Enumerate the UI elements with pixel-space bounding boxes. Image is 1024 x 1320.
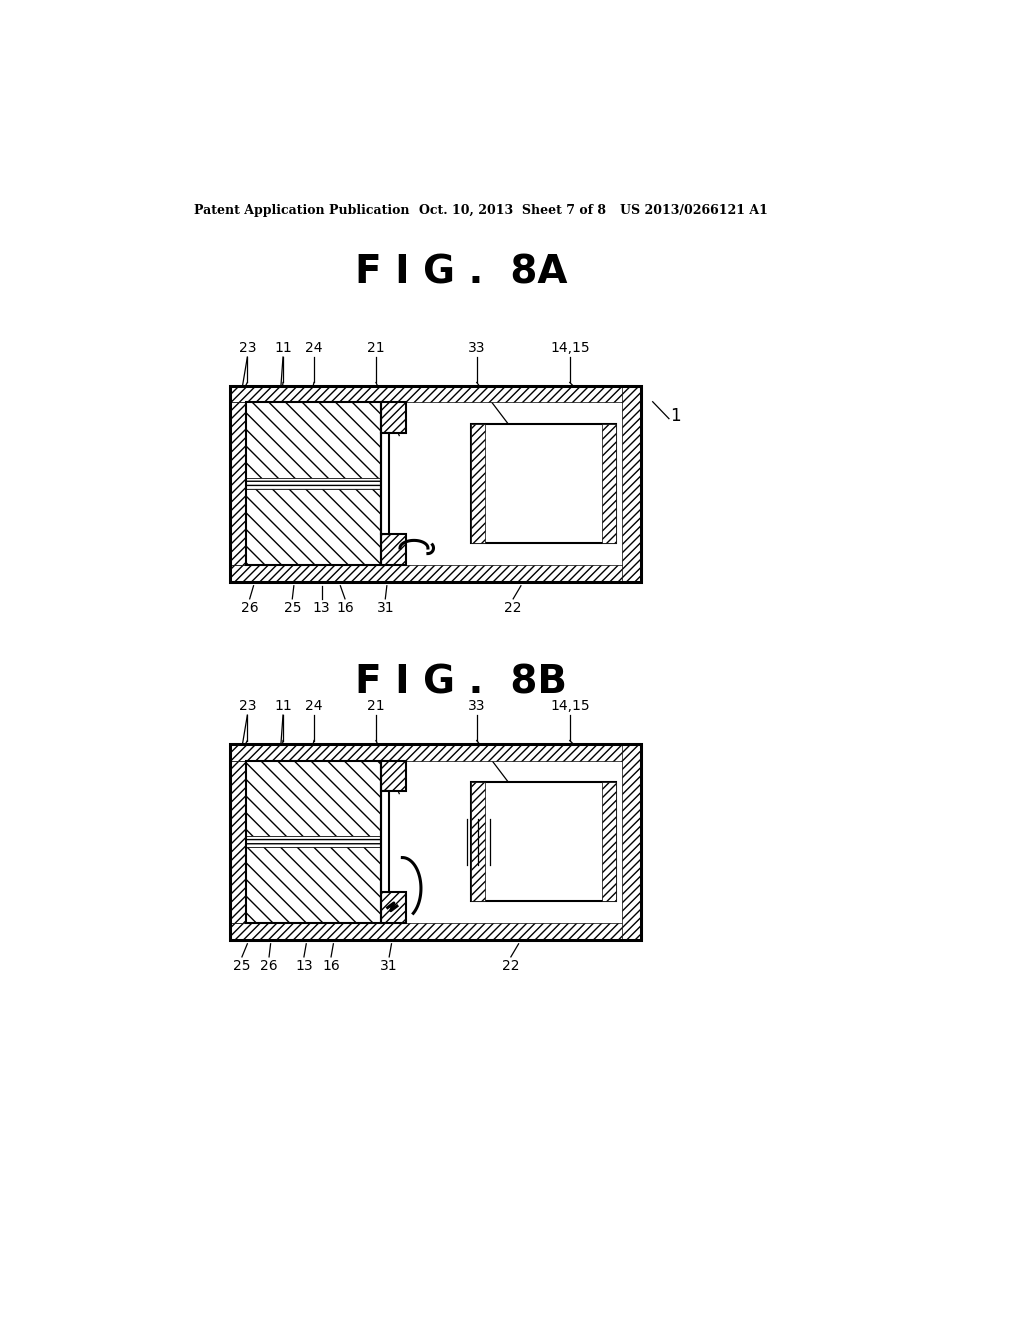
- Text: 31: 31: [377, 601, 394, 615]
- Bar: [381, 403, 407, 433]
- Text: US 2013/0266121 A1: US 2013/0266121 A1: [621, 205, 768, 218]
- Bar: [246, 837, 381, 847]
- Text: 26: 26: [241, 601, 258, 615]
- Bar: [230, 403, 246, 565]
- Text: 23: 23: [239, 341, 256, 355]
- Bar: [230, 565, 641, 582]
- Bar: [230, 385, 641, 403]
- Text: 11: 11: [274, 698, 292, 713]
- Bar: [246, 403, 381, 565]
- Text: Patent Application Publication: Patent Application Publication: [194, 205, 410, 218]
- Bar: [246, 403, 381, 478]
- Bar: [230, 743, 641, 940]
- Bar: [471, 781, 484, 902]
- Text: 21: 21: [368, 341, 385, 355]
- Text: 13: 13: [313, 601, 331, 615]
- Text: 23: 23: [239, 698, 256, 713]
- Bar: [602, 424, 616, 544]
- Bar: [471, 424, 616, 544]
- Bar: [246, 478, 381, 490]
- Text: F I G .  8B: F I G . 8B: [355, 663, 567, 701]
- Text: 24: 24: [305, 341, 323, 355]
- Text: 1: 1: [671, 408, 681, 425]
- Text: 22: 22: [502, 960, 519, 973]
- Text: 22: 22: [505, 601, 522, 615]
- Text: 25: 25: [284, 601, 301, 615]
- Text: 25: 25: [233, 960, 251, 973]
- Bar: [381, 792, 389, 892]
- Bar: [246, 847, 381, 923]
- Bar: [230, 743, 641, 760]
- Bar: [246, 760, 381, 923]
- Text: 33: 33: [468, 341, 485, 355]
- Bar: [471, 424, 484, 544]
- Bar: [246, 760, 381, 837]
- Text: 33: 33: [468, 698, 485, 713]
- Text: 16: 16: [323, 960, 340, 973]
- Text: 24: 24: [305, 698, 323, 713]
- Text: 21: 21: [368, 698, 385, 713]
- Text: Oct. 10, 2013  Sheet 7 of 8: Oct. 10, 2013 Sheet 7 of 8: [419, 205, 605, 218]
- Bar: [602, 781, 616, 902]
- Text: F I G .  8A: F I G . 8A: [355, 253, 567, 292]
- Bar: [471, 781, 616, 902]
- Bar: [623, 743, 641, 940]
- Bar: [230, 923, 641, 940]
- Text: 14,15: 14,15: [550, 341, 590, 355]
- Bar: [381, 535, 407, 565]
- Text: 11: 11: [274, 341, 292, 355]
- Text: 26: 26: [260, 960, 278, 973]
- Bar: [230, 760, 246, 923]
- Bar: [381, 760, 407, 792]
- Text: 31: 31: [380, 960, 398, 973]
- Bar: [246, 490, 381, 565]
- Bar: [623, 385, 641, 582]
- Bar: [381, 433, 389, 535]
- Bar: [230, 385, 641, 582]
- Text: 14,15: 14,15: [550, 698, 590, 713]
- Text: 13: 13: [295, 960, 312, 973]
- Text: 16: 16: [336, 601, 354, 615]
- Bar: [381, 892, 407, 923]
